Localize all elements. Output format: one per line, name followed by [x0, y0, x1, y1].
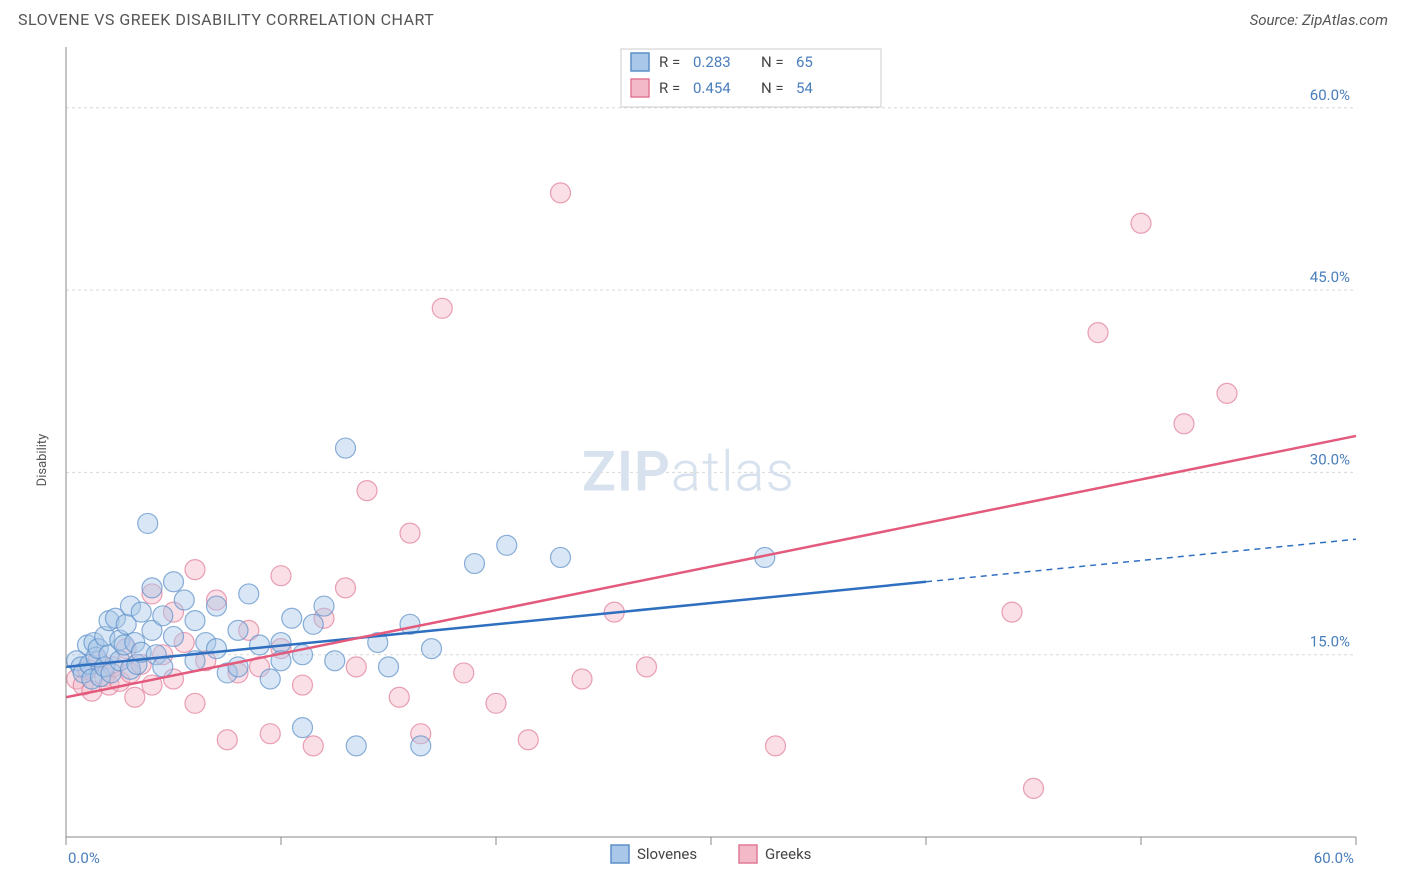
data-point [303, 736, 323, 756]
trend-line-extrapolated [926, 539, 1356, 582]
data-point [1088, 323, 1108, 343]
data-point [293, 718, 313, 738]
data-point [153, 606, 173, 626]
data-point [185, 693, 205, 713]
data-point [411, 736, 431, 756]
data-point [637, 657, 657, 677]
data-point [174, 590, 194, 610]
x-tick-label: 0.0% [68, 849, 100, 867]
y-tick-label: 15.0% [1310, 633, 1350, 651]
data-point [185, 560, 205, 580]
x-tick-label: 60.0% [1314, 849, 1354, 867]
data-point [271, 566, 291, 586]
data-point [346, 736, 366, 756]
source-label: Source: ZipAtlas.com [1250, 11, 1388, 29]
data-point [572, 669, 592, 689]
legend-swatch [631, 53, 649, 71]
legend-stat: 54 [796, 79, 813, 97]
data-point [164, 572, 184, 592]
data-point [346, 657, 366, 677]
legend-stat: 0.454 [693, 79, 731, 97]
legend-stat: N = [761, 79, 784, 97]
y-tick-label: 60.0% [1310, 86, 1350, 104]
series-label: Greeks [765, 845, 811, 863]
data-point [454, 663, 474, 683]
data-point [260, 724, 280, 744]
data-point [303, 614, 323, 634]
legend-stat: R = [659, 53, 680, 71]
data-point [207, 596, 227, 616]
data-point [217, 730, 237, 750]
data-point [164, 626, 184, 646]
watermark: ZIPatlas [582, 438, 795, 504]
data-point [207, 639, 227, 659]
data-point [518, 730, 538, 750]
data-point [125, 687, 145, 707]
legend-swatch [631, 79, 649, 97]
series-label: Slovenes [637, 845, 697, 863]
data-point [282, 608, 302, 628]
legend-stat: R = [659, 79, 680, 97]
data-point [497, 535, 517, 555]
data-point [551, 183, 571, 203]
data-point [260, 669, 280, 689]
data-point [293, 675, 313, 695]
y-tick-label: 30.0% [1310, 450, 1350, 468]
data-point [336, 438, 356, 458]
legend-stat: 0.283 [693, 53, 731, 71]
data-point [389, 687, 409, 707]
legend-stat: 65 [796, 53, 813, 71]
y-axis-label: Disability [35, 434, 50, 487]
data-point [465, 554, 485, 574]
data-point [1002, 602, 1022, 622]
data-point [379, 657, 399, 677]
data-point [551, 547, 571, 567]
data-point [1217, 383, 1237, 403]
data-point [239, 584, 259, 604]
data-point [271, 633, 291, 653]
data-point [766, 736, 786, 756]
data-point [486, 693, 506, 713]
data-point [357, 481, 377, 501]
data-point [1174, 414, 1194, 434]
data-point [432, 298, 452, 318]
data-point [185, 611, 205, 631]
data-point [153, 657, 173, 677]
legend-stat: N = [761, 53, 784, 71]
data-point [422, 639, 442, 659]
data-point [250, 635, 270, 655]
data-point [131, 602, 151, 622]
y-tick-label: 45.0% [1310, 268, 1350, 286]
data-point [314, 596, 334, 616]
correlation-scatter-chart: 15.0% 30.0% 45.0% 60.0% ZIPatlas 0.0% 60.0% R =… [18, 35, 1388, 885]
data-point [325, 651, 345, 671]
data-point [400, 523, 420, 543]
data-point [1131, 213, 1151, 233]
series-swatch [611, 845, 629, 863]
data-point [228, 620, 248, 640]
series-swatch [739, 845, 757, 863]
data-point [336, 578, 356, 598]
data-point [138, 513, 158, 533]
data-point [142, 578, 162, 598]
chart-title: SLOVENE VS GREEK DISABILITY CORRELATION … [18, 10, 434, 29]
data-point [1024, 778, 1044, 798]
